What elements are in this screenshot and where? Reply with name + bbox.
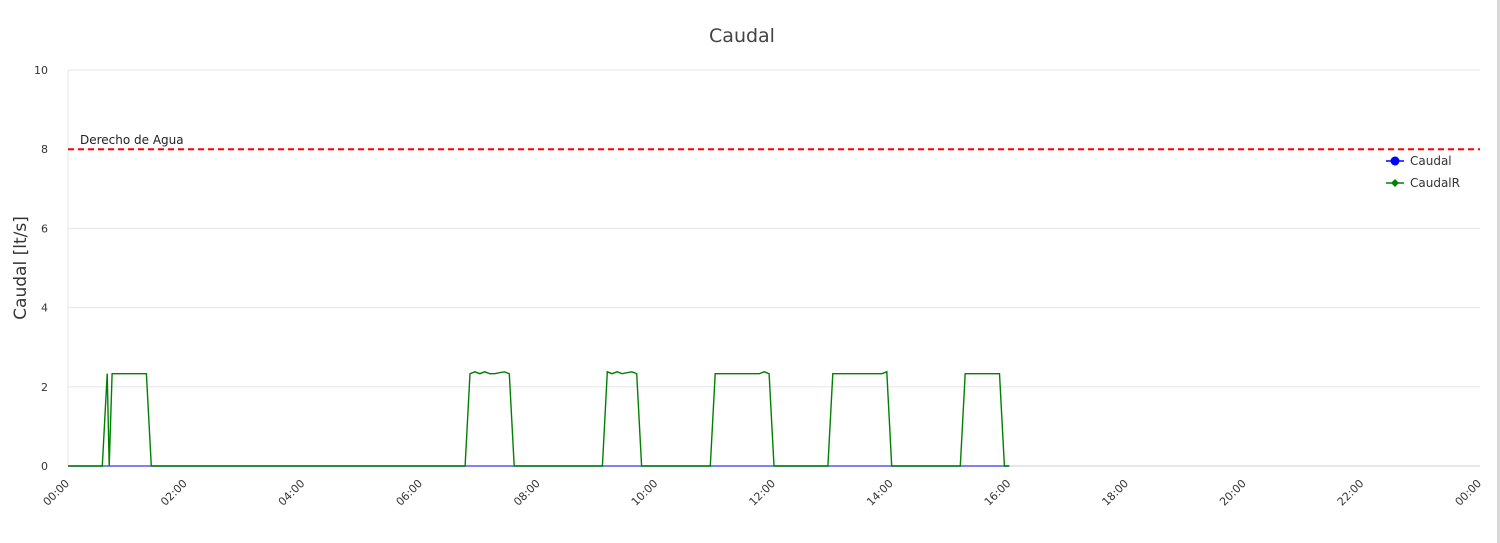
series-lines [68,370,1010,467]
x-tick-label: 06:00 [394,477,426,509]
window-edge [1497,0,1500,543]
legend-label-caudalr: CaudalR [1410,176,1460,190]
y-tick-labels: 0 2 4 6 8 10 [34,64,48,473]
reference-line-label: Derecho de Agua [80,133,184,147]
y-tick-label: 8 [41,143,48,156]
y-axis-label: Caudal [lt/s] [11,216,31,320]
legend-label-caudal: Caudal [1410,154,1452,168]
x-tick-label: 10:00 [629,477,661,509]
x-tick-labels: 00:00 02:00 04:00 06:00 08:00 10:00 12:00 14:00… [41,477,1485,509]
x-tick-label: 16:00 [982,477,1014,509]
legend-marker-caudalr [1391,179,1399,187]
y-tick-label: 2 [41,381,48,394]
x-tick-label: 20:00 [1217,477,1249,509]
x-tick-label: 08:00 [511,477,543,509]
y-tick-label: 4 [41,302,48,315]
chart-title: Caudal [709,25,775,47]
x-tick-label: 22:00 [1335,477,1367,509]
y-tick-label: 0 [41,460,48,473]
series-line-caudalr [68,370,1010,467]
x-tick-label: 14:00 [864,477,896,509]
x-tick-label: 02:00 [158,477,190,509]
x-tick-label: 12:00 [747,477,779,509]
x-tick-label: 00:00 [1453,477,1485,509]
grid-lines [67,69,1480,467]
legend-marker-caudal [1390,156,1400,166]
x-tick-label: 00:00 [41,477,73,509]
reference-line-group: Derecho de Agua [68,133,1480,151]
y-tick-label: 6 [41,222,48,235]
y-tick-label: 10 [34,64,48,77]
x-tick-label: 04:00 [276,477,308,509]
x-tick-label: 18:00 [1100,477,1132,509]
legend: Caudal CaudalR [1386,154,1460,190]
